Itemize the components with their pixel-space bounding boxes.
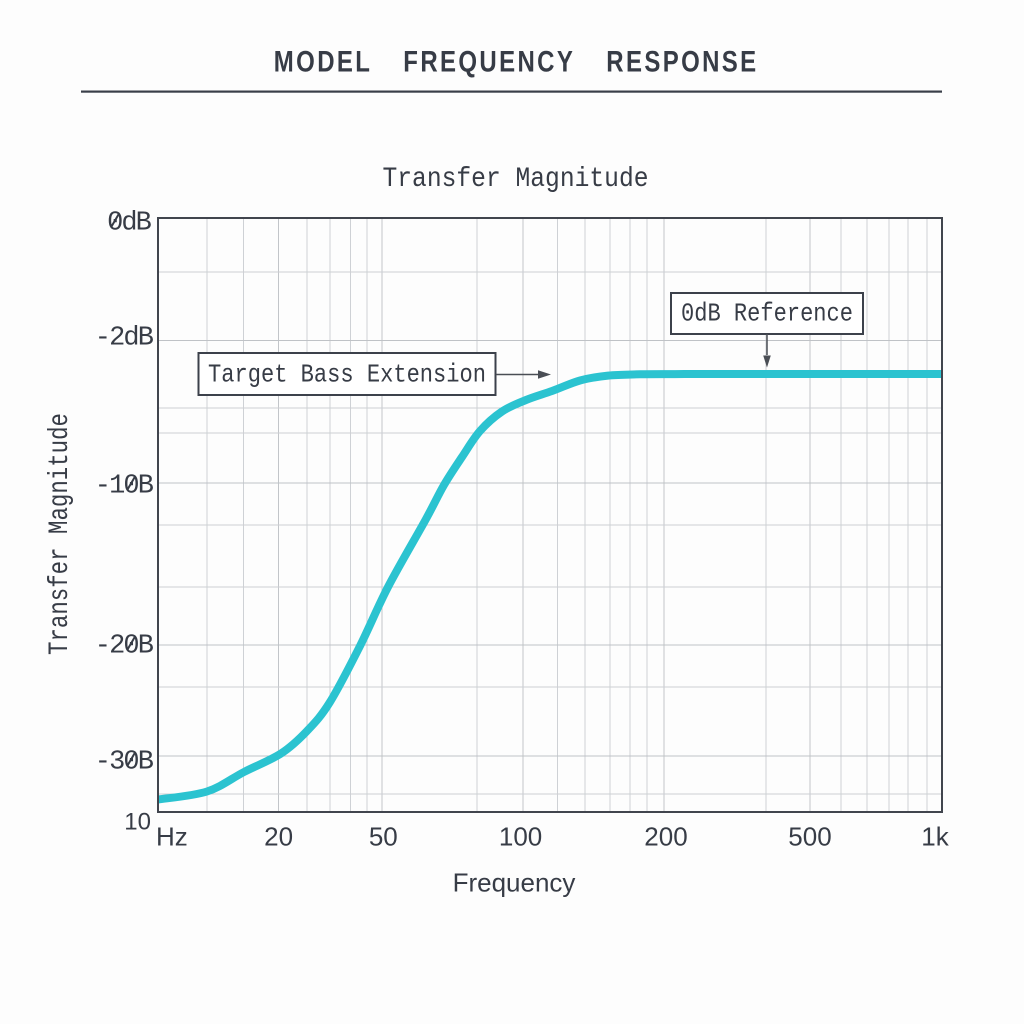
svg-text:-2dB: -2dB	[95, 324, 154, 354]
svg-text:0dB Reference: 0dB Reference	[681, 299, 853, 329]
svg-text:Hz: Hz	[156, 822, 188, 852]
svg-text:10: 10	[124, 809, 151, 836]
svg-text:20: 20	[264, 822, 293, 852]
svg-text:0dB: 0dB	[107, 209, 152, 239]
svg-text:Transfer Magnitude: Transfer Magnitude	[383, 164, 649, 195]
svg-text:Transfer Magnitude: Transfer Magnitude	[45, 413, 76, 655]
svg-text:500: 500	[788, 822, 831, 852]
svg-text:1k: 1k	[921, 822, 949, 852]
svg-text:100: 100	[499, 822, 542, 852]
svg-text:MODEL FREQUENCY RESPONSE: MODEL FREQUENCY RESPONSE	[274, 44, 756, 78]
svg-text:200: 200	[644, 822, 687, 852]
svg-text:50: 50	[369, 822, 398, 852]
svg-text:-20B: -20B	[95, 632, 154, 662]
svg-text:-10B: -10B	[95, 472, 154, 502]
svg-text:-30B: -30B	[95, 748, 154, 778]
svg-text:Target Bass Extension: Target Bass Extension	[208, 360, 486, 390]
svg-text:Frequency: Frequency	[453, 868, 576, 898]
